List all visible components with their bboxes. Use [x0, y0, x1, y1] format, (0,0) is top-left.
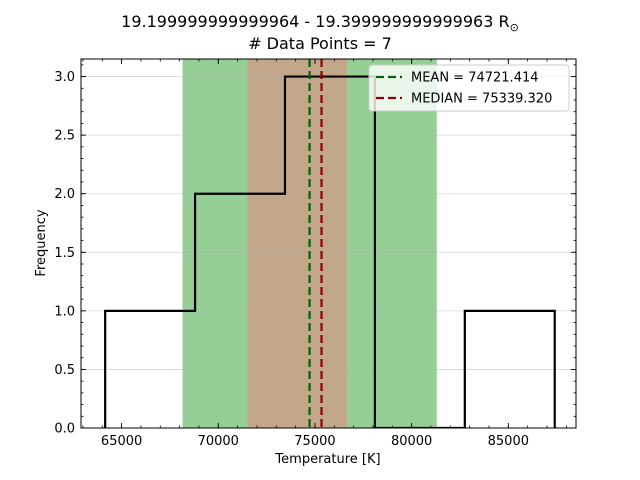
x-tick-label: 70000 [198, 434, 239, 449]
y-tick-label: 2.5 [54, 129, 75, 144]
x-tick-label: 80000 [391, 434, 432, 449]
legend: MEAN = 74721.414 MEDIAN = 75339.320 [368, 64, 570, 112]
histogram-step-line [104, 75, 556, 428]
y-tick-label: 1.0 [54, 304, 75, 319]
chart-title-line2: # Data Points = 7 [248, 34, 392, 53]
plot-area: 65000 70000 75000 80000 85000 0.0 0.5 1.0 1.5 2.0… [54, 58, 577, 449]
plot-inner [81, 59, 576, 428]
y-tick-label: 0.0 [54, 422, 75, 437]
y-tick-label: 0.5 [54, 363, 75, 378]
plot-frame [80, 58, 577, 429]
y-tick-label: 1.5 [54, 246, 75, 261]
shaded-region-inner [247, 59, 347, 428]
y-tick-label: 3.0 [54, 70, 75, 85]
x-tick-label: 65000 [101, 434, 142, 449]
x-axis-label: Temperature [K] [274, 452, 380, 467]
legend-box [368, 64, 570, 112]
chart-title-line1: 19.199999999999964 - 19.399999999999963 … [121, 12, 519, 34]
y-tick-label: 2.0 [54, 187, 75, 202]
legend-label: MEAN = 74721.414 [411, 71, 539, 86]
x-tick-label: 85000 [488, 434, 529, 449]
y-axis-label: Frequency [34, 209, 49, 276]
legend-label: MEDIAN = 75339.320 [411, 92, 552, 107]
x-tick-label: 75000 [294, 434, 335, 449]
